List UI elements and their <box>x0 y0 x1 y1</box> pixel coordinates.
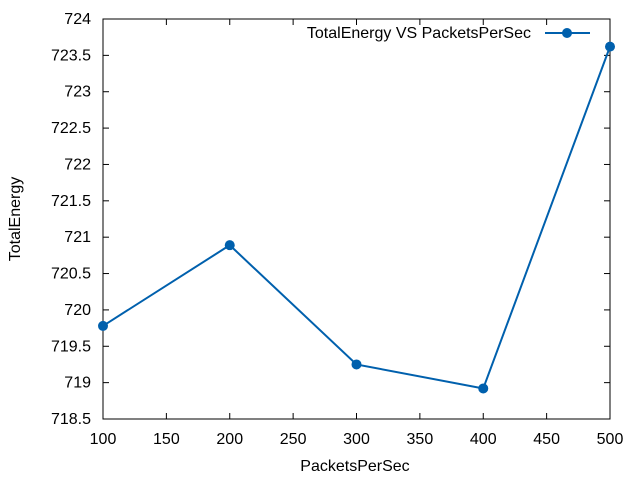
data-point <box>98 320 108 331</box>
y-tick-label: 721 <box>64 229 91 246</box>
x-tick-label: 350 <box>407 431 434 448</box>
x-tick-label: 400 <box>470 431 497 448</box>
y-tick-label: 723.5 <box>51 47 91 64</box>
x-tick-label: 250 <box>280 431 307 448</box>
y-tick-label: 720 <box>64 302 91 319</box>
data-point <box>224 240 235 251</box>
y-axis-label: TotalEnergy <box>7 177 24 262</box>
legend-label: TotalEnergy VS PacketsPerSec <box>307 25 531 42</box>
x-tick-label: 450 <box>533 431 560 448</box>
data-point <box>605 41 615 52</box>
y-tick-label: 718.5 <box>51 411 91 428</box>
y-tick-label: 722.5 <box>51 120 91 137</box>
x-tick-label: 100 <box>90 431 117 448</box>
y-tick-label: 721.5 <box>51 193 91 210</box>
y-axis-ticks: 718.5 719 719.5 720 720.5 721 721.5 722 722.5 723… <box>51 11 610 428</box>
legend: TotalEnergy VS PacketsPerSec <box>307 25 590 42</box>
x-tick-label: 200 <box>216 431 243 448</box>
x-tick-label: 500 <box>597 431 624 448</box>
x-tick-label: 150 <box>153 431 180 448</box>
series-line <box>102 46 611 390</box>
legend-marker <box>562 28 572 38</box>
y-tick-label: 724 <box>64 11 91 28</box>
y-tick-label: 719.5 <box>51 338 91 355</box>
plot-area-frame <box>102 18 611 420</box>
y-tick-label: 719 <box>64 375 91 392</box>
data-point <box>478 383 489 394</box>
y-tick-label: 722 <box>64 156 91 173</box>
x-axis-label: PacketsPerSec <box>300 458 409 475</box>
y-tick-label: 720.5 <box>51 266 91 283</box>
x-axis-ticks: 100 150 200 250 300 350 400 450 500 <box>90 19 624 448</box>
x-tick-label: 300 <box>343 431 370 448</box>
y-tick-label: 723 <box>64 84 91 101</box>
series-layer <box>98 41 615 394</box>
data-point <box>351 359 362 370</box>
